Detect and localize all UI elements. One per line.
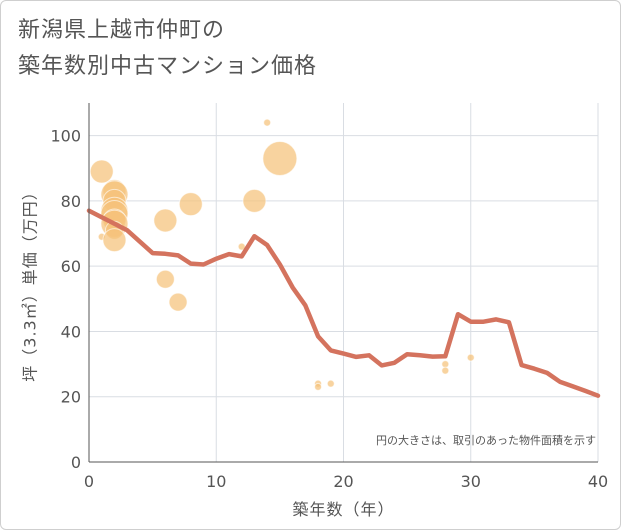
x-tick-label-1: 10 (206, 472, 226, 491)
y-tick-label-0: 0 (71, 453, 81, 472)
bubble-point-20 (314, 382, 323, 391)
average-line-layer (86, 208, 601, 398)
bubble-point-15 (237, 242, 246, 251)
y-tick-label-5: 100 (50, 127, 81, 146)
bubble-point-17 (263, 118, 272, 127)
bubble-point-14 (178, 192, 203, 217)
axes-layer: 0 20 40 60 80 100 0 10 20 30 40 (50, 103, 608, 491)
bubble-layer (89, 118, 475, 391)
y-tick-label-2: 40 (61, 322, 81, 341)
x-tick-label-2: 20 (333, 472, 353, 491)
bubble-point-13 (168, 292, 188, 312)
bubble-point-21 (326, 379, 335, 388)
bubble-point-24 (466, 353, 475, 362)
title-line-1: 新潟県上越市仲町の (18, 18, 226, 43)
size-legend-note: 円の大きさは、取引のあった物件面積を示す (376, 433, 596, 447)
average-price-line (86, 208, 601, 398)
y-tick-label-1: 20 (61, 388, 81, 407)
x-tick-label-0: 0 (84, 472, 94, 491)
bubble-point-0 (89, 159, 114, 184)
bubble-point-11 (153, 208, 178, 233)
bubble-point-22 (441, 360, 450, 369)
bubble-point-18 (262, 140, 298, 176)
bubble-point-12 (155, 269, 175, 289)
chart-title: 新潟県上越市仲町の 築年数別中古マンション価格 (18, 13, 317, 85)
title-line-2: 築年数別中古マンション価格 (18, 54, 318, 79)
x-tick-label-3: 30 (461, 472, 481, 491)
bubble-point-23 (441, 366, 450, 375)
y-axis-title: 坪（3.3㎡）単価（万円） (21, 183, 40, 381)
x-axis-title: 築年数（年） (292, 500, 394, 519)
bubble-point-10 (102, 228, 127, 253)
x-tick-label-4: 40 (588, 472, 608, 491)
y-tick-label-3: 60 (61, 257, 81, 276)
bubble-point-16 (242, 188, 267, 213)
y-tick-label-4: 80 (61, 192, 81, 211)
grid-lines (89, 103, 599, 462)
